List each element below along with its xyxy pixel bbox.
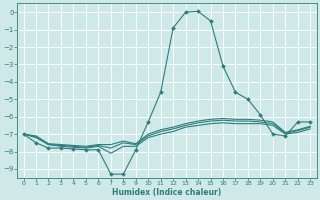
X-axis label: Humidex (Indice chaleur): Humidex (Indice chaleur) <box>112 188 221 197</box>
